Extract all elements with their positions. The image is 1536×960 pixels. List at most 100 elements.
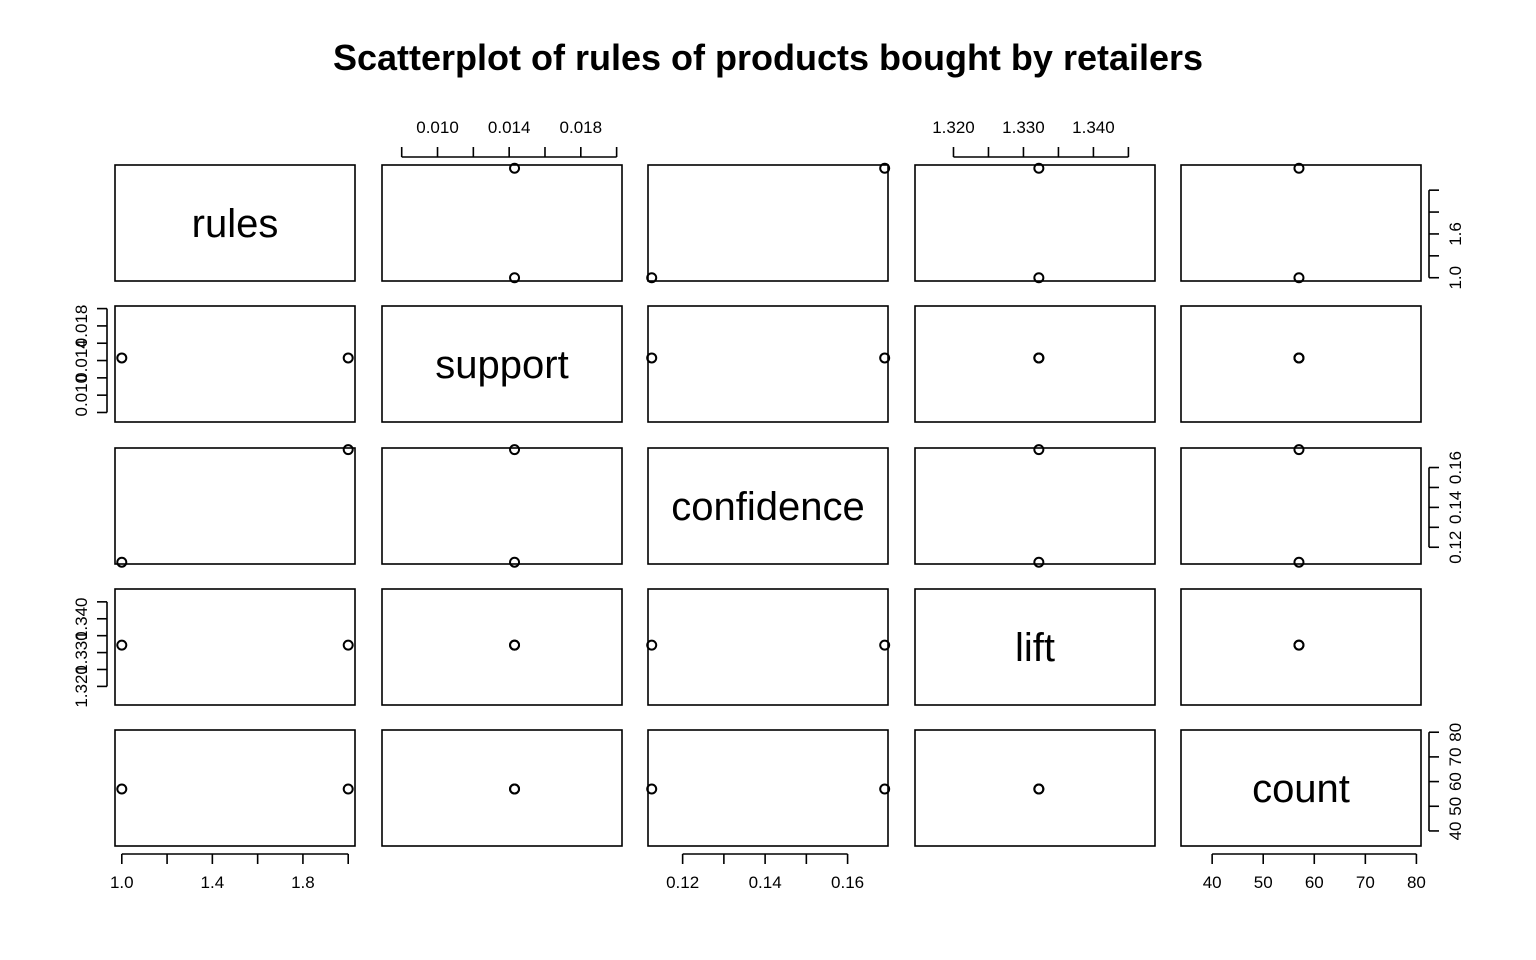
point-1-rules-vs-count [1293, 272, 1305, 284]
panel-support-vs-confidence [647, 305, 889, 423]
point-2-lift-vs-rules [342, 639, 354, 651]
left-axis-tick-label-support: 0.018 [72, 305, 91, 348]
panel-rules-vs-lift [914, 164, 1156, 282]
bottom-axis-tick-label-confidence: 0.12 [666, 873, 699, 892]
diagonal-label-confidence: confidence [671, 485, 864, 529]
top-axis-tick-label-support: 0.014 [488, 118, 531, 137]
diagonal-label-rules: rules [192, 202, 279, 246]
point-1-support-vs-confidence [646, 352, 658, 364]
panel-rules-vs-rules [114, 164, 356, 282]
bottom-axis-tick-label-count: 60 [1305, 873, 1324, 892]
right-axis-tick-label-rules: 1.6 [1446, 222, 1465, 246]
point-2-confidence-vs-count [1293, 444, 1305, 456]
top-axis-tick-label-lift: 1.330 [1002, 118, 1045, 137]
bottom-axis-tick-label-count: 40 [1203, 873, 1222, 892]
left-axis-tick-label-lift: 1.330 [72, 631, 91, 674]
bottom-axis-tick-label-count: 80 [1407, 873, 1426, 892]
top-axis-tick-label-support: 0.010 [416, 118, 459, 137]
chart-title: Scatterplot of rules of products bought … [333, 37, 1203, 78]
point-2-lift-vs-support [509, 639, 521, 651]
point-2-lift-vs-count [1293, 639, 1305, 651]
point-1-lift-vs-rules [116, 639, 128, 651]
bottom-axis-tick-label-count: 50 [1254, 873, 1273, 892]
point-2-rules-vs-lift [1033, 162, 1045, 174]
panel-support-vs-lift [914, 305, 1156, 423]
panel-rules-vs-support [381, 164, 623, 282]
panel-count-vs-lift [914, 729, 1156, 847]
point-2-confidence-vs-rules [342, 444, 354, 456]
panel-lift-vs-count [1180, 588, 1422, 706]
panel-confidence-vs-count [1180, 447, 1422, 565]
panel-lift-vs-support [381, 588, 623, 706]
panel-count-vs-count [1180, 729, 1422, 847]
right-axis-tick-label-count: 60 [1446, 772, 1465, 791]
right-axis-tick-label-count: 70 [1446, 747, 1465, 766]
point-2-rules-vs-support [509, 162, 521, 174]
right-axis-tick-label-rules: 1.0 [1446, 266, 1465, 290]
bottom-axis-tick-label-count: 70 [1356, 873, 1375, 892]
point-2-count-vs-lift [1033, 783, 1045, 795]
right-axis-tick-label-count: 40 [1446, 821, 1465, 840]
bottom-axis-tick-label-rules: 1.0 [110, 873, 134, 892]
panel-confidence-vs-lift [914, 447, 1156, 565]
left-axis-tick-label-lift: 1.320 [72, 665, 91, 708]
diagonal-label-count: count [1252, 767, 1350, 811]
point-1-rules-vs-confidence [646, 272, 658, 284]
bottom-axis-tick-label-rules: 1.8 [291, 873, 315, 892]
point-1-confidence-vs-rules [116, 556, 128, 568]
point-1-lift-vs-confidence [646, 639, 658, 651]
point-1-confidence-vs-count [1293, 556, 1305, 568]
left-axis-tick-label-lift: 1.340 [72, 597, 91, 640]
panel-support-vs-count [1180, 305, 1422, 423]
panel-lift-vs-rules [114, 588, 356, 706]
panel-lift-vs-confidence [647, 588, 889, 706]
point-2-support-vs-rules [342, 352, 354, 364]
point-1-support-vs-rules [116, 352, 128, 364]
point-1-confidence-vs-lift [1033, 556, 1045, 568]
bottom-axis-tick-label-rules: 1.4 [201, 873, 225, 892]
panel-confidence-vs-rules [114, 447, 356, 565]
top-axis-tick-label-lift: 1.320 [932, 118, 975, 137]
point-1-rules-vs-support [509, 272, 521, 284]
point-1-rules-vs-lift [1033, 272, 1045, 284]
point-1-confidence-vs-support [509, 556, 521, 568]
right-axis-tick-label-count: 80 [1446, 723, 1465, 742]
diagonal-label-support: support [435, 343, 568, 387]
bottom-axis-tick-label-confidence: 0.14 [749, 873, 782, 892]
bottom-axis-tick-label-confidence: 0.16 [831, 873, 864, 892]
point-2-rules-vs-confidence [879, 162, 891, 174]
top-axis-tick-label-support: 0.018 [560, 118, 603, 137]
point-1-count-vs-confidence [646, 783, 658, 795]
panel-confidence-vs-confidence [647, 447, 889, 565]
point-2-count-vs-confidence [879, 783, 891, 795]
point-2-confidence-vs-lift [1033, 444, 1045, 456]
panel-rules-vs-confidence [647, 164, 889, 282]
top-axis-tick-label-lift: 1.340 [1072, 118, 1115, 137]
right-axis-tick-label-confidence: 0.12 [1446, 531, 1465, 564]
panel-rules-vs-count [1180, 164, 1422, 282]
point-2-support-vs-lift [1033, 352, 1045, 364]
panel-count-vs-support [381, 729, 623, 847]
right-axis-tick-label-count: 50 [1446, 797, 1465, 816]
panel-count-vs-rules [114, 729, 356, 847]
panel-count-vs-confidence [647, 729, 889, 847]
panel-lift-vs-lift [914, 588, 1156, 706]
point-2-support-vs-confidence [879, 352, 891, 364]
point-2-rules-vs-count [1293, 162, 1305, 174]
right-axis-tick-label-confidence: 0.16 [1446, 451, 1465, 484]
point-2-lift-vs-confidence [879, 639, 891, 651]
right-axis-tick-label-confidence: 0.14 [1446, 491, 1465, 524]
point-2-count-vs-support [509, 783, 521, 795]
point-2-support-vs-count [1293, 352, 1305, 364]
point-1-count-vs-rules [116, 783, 128, 795]
panel-support-vs-support [381, 305, 623, 423]
point-2-count-vs-rules [342, 783, 354, 795]
point-2-confidence-vs-support [509, 444, 521, 456]
diagonal-label-lift: lift [1015, 626, 1055, 670]
panel-confidence-vs-support [381, 447, 623, 565]
panel-support-vs-rules [114, 305, 356, 423]
left-axis-tick-label-support: 0.010 [72, 374, 91, 417]
left-axis-tick-label-support: 0.014 [72, 339, 91, 382]
